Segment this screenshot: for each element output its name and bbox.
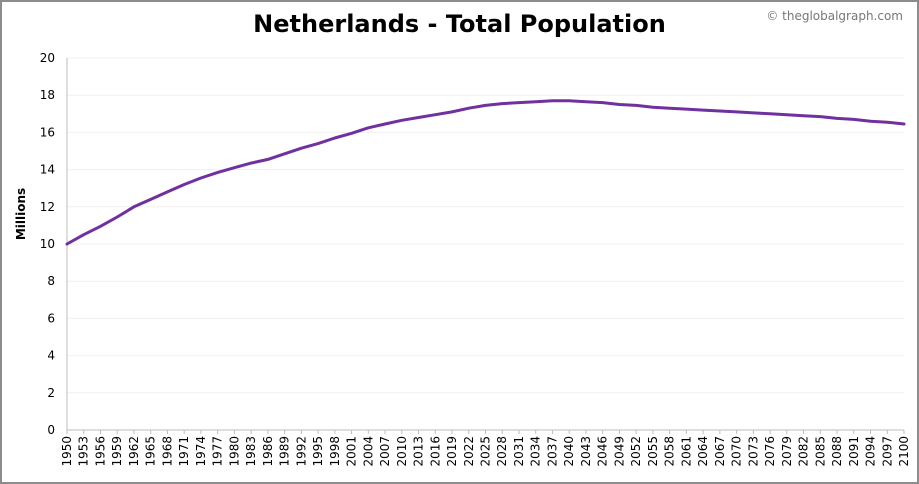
- y-tick-label: 20: [40, 51, 55, 65]
- x-tick-label: 1986: [261, 436, 275, 467]
- y-tick-label: 12: [40, 200, 55, 214]
- x-tick-label: 2043: [579, 436, 593, 467]
- x-tick-label: 2070: [730, 436, 744, 467]
- x-tick-label: 2037: [545, 436, 559, 467]
- x-tick-label: 1959: [110, 436, 124, 467]
- x-tick-label: 2040: [562, 436, 576, 467]
- chart-title: Netherlands - Total Population: [253, 10, 666, 38]
- x-tick-label: 2025: [479, 436, 493, 467]
- x-tick-label: 2061: [679, 436, 693, 467]
- x-tick-labels: 1950 1953 1956 1959 1962 1965 1968 1971 1974 1977…: [60, 430, 911, 467]
- x-tick-label: 2010: [395, 436, 409, 467]
- y-tick-label: 8: [47, 274, 55, 288]
- x-tick-label: 2046: [596, 436, 610, 467]
- y-tick-labels: 0 2 4 6 8 10 12 14 16 18 20: [40, 51, 55, 437]
- x-tick-label: 2094: [864, 436, 878, 467]
- y-tick-label: 4: [47, 349, 55, 363]
- x-tick-label: 2013: [412, 436, 426, 467]
- x-tick-label: 2049: [612, 436, 626, 467]
- x-tick-label: 1977: [211, 436, 225, 467]
- x-tick-label: 1968: [160, 436, 174, 467]
- x-tick-label: 2100: [897, 436, 911, 467]
- y-tick-label: 0: [47, 423, 55, 437]
- y-tick-label: 2: [47, 386, 55, 400]
- x-tick-label: 2082: [797, 436, 811, 467]
- x-tick-label: 1971: [177, 436, 191, 467]
- x-tick-label: 1956: [93, 436, 107, 467]
- y-axis-label: Millions: [14, 188, 28, 240]
- x-tick-label: 2091: [847, 436, 861, 467]
- x-tick-label: 1995: [311, 436, 325, 467]
- x-tick-label: 2031: [512, 436, 526, 467]
- x-tick-label: 2067: [713, 436, 727, 467]
- x-tick-label: 2007: [378, 436, 392, 467]
- x-tick-label: 2079: [780, 436, 794, 467]
- x-tick-label: 2085: [813, 436, 827, 467]
- x-tick-label: 2022: [462, 436, 476, 467]
- x-tick-label: 2004: [361, 436, 375, 467]
- x-tick-label: 2034: [529, 436, 543, 467]
- x-tick-label: 1965: [144, 436, 158, 467]
- credit-text: © theglobalgraph.com: [766, 9, 903, 23]
- x-tick-label: 2058: [663, 436, 677, 467]
- x-tick-label: 1998: [328, 436, 342, 467]
- y-tick-label: 18: [40, 88, 55, 102]
- series-group: [65, 99, 906, 246]
- y-tick-label: 14: [40, 163, 55, 177]
- x-tick-label: 2016: [428, 436, 442, 467]
- x-tick-label: 2055: [646, 436, 660, 467]
- x-tick-label: 1962: [127, 436, 141, 467]
- series-line: [65, 99, 906, 246]
- y-tick-label: 10: [40, 237, 55, 251]
- x-tick-label: 1989: [278, 436, 292, 467]
- grid-lines: [67, 57, 904, 394]
- x-tick-label: 1950: [60, 436, 74, 467]
- y-tick-label: 6: [47, 311, 55, 325]
- x-tick-label: 2028: [495, 436, 509, 467]
- x-tick-label: 2001: [345, 436, 359, 467]
- x-tick-label: 1992: [294, 436, 308, 467]
- x-tick-label: 1974: [194, 436, 208, 467]
- x-tick-label: 2064: [696, 436, 710, 467]
- x-tick-label: 2088: [830, 436, 844, 467]
- x-tick-label: 1980: [227, 436, 241, 467]
- x-tick-label: 2076: [763, 436, 777, 467]
- y-tick-label: 16: [40, 125, 55, 139]
- x-tick-label: 2052: [629, 436, 643, 467]
- x-tick-label: 1983: [244, 436, 258, 467]
- x-tick-label: 1953: [77, 436, 91, 467]
- x-tick-label: 2073: [746, 436, 760, 467]
- x-tick-label: 2097: [880, 436, 894, 467]
- x-tick-label: 2019: [445, 436, 459, 467]
